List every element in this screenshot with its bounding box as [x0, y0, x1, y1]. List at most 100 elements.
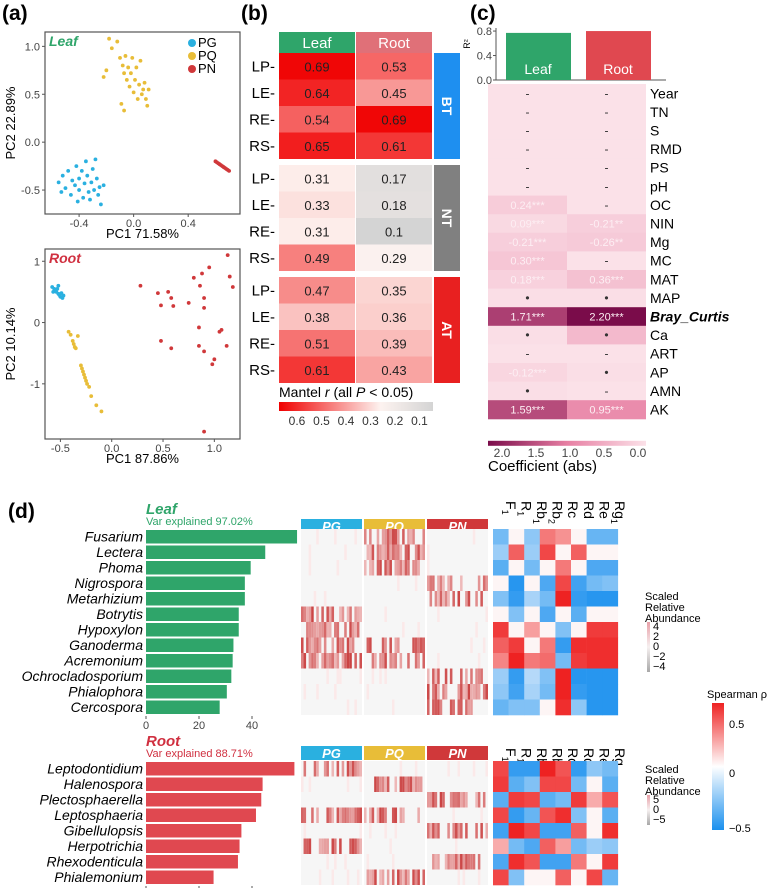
- correlation-cell: [586, 776, 603, 793]
- heatmap-cell: [567, 400, 646, 420]
- abundance-stripe: [470, 854, 473, 870]
- abundance-stripe: [394, 653, 398, 669]
- abundance-legend-tick: 4: [653, 621, 659, 633]
- cell-label: 0.30***: [510, 256, 545, 268]
- abundance-stripe: [389, 838, 392, 854]
- legend-tick: 0.6: [289, 414, 306, 428]
- correlation-cell: [602, 869, 619, 886]
- abundance-stripe: [437, 854, 440, 870]
- abundance-stripe: [308, 637, 312, 653]
- heatmap-cell: [356, 244, 432, 271]
- abundance-stripe: [407, 653, 410, 669]
- correlation-cell: [602, 854, 619, 870]
- abundance-stripe: [356, 761, 360, 777]
- abundance-stripe: [349, 637, 352, 653]
- point-pn: [212, 357, 217, 362]
- abundance-stripe: [397, 529, 400, 545]
- column-label-base: F: [503, 501, 519, 510]
- heatmap-cell: [279, 191, 355, 218]
- point-pg: [61, 293, 66, 298]
- abundance-stripe: [359, 668, 362, 684]
- abundance-stripe: [417, 869, 420, 885]
- heatmap-cell: [567, 270, 646, 290]
- abundance-stripe: [323, 622, 327, 638]
- y-tick-label: -1: [30, 379, 40, 391]
- heatmap-cell: [488, 270, 567, 290]
- abundance-stripe: [412, 776, 415, 792]
- abundance-stripe: [326, 854, 329, 870]
- abundance-stripe: [449, 854, 453, 870]
- row-label: MAP: [650, 290, 680, 306]
- abundance-stripe: [301, 653, 304, 669]
- row-label: RMD: [650, 141, 682, 157]
- x-tick-label: 20: [193, 720, 205, 732]
- point-pg: [90, 167, 95, 171]
- group-bar-at: [434, 277, 460, 383]
- spearman-legend-title: Spearman ρ: [707, 689, 767, 701]
- heatmap-cell: [567, 307, 646, 327]
- abundance-stripe: [460, 854, 463, 870]
- cell-label: -: [605, 198, 609, 212]
- abundance-stripe: [434, 792, 438, 808]
- abundance-stripe: [389, 544, 392, 560]
- correlation-cell: [493, 807, 509, 824]
- importance-bar: [146, 777, 263, 791]
- heatmap-cell: [279, 244, 355, 271]
- correlation-cell: [493, 668, 509, 685]
- cell-value: 0.53: [381, 59, 406, 74]
- column-label-base: Rd: [581, 501, 597, 519]
- correlation-cell: [602, 838, 619, 855]
- legend-tick: 0.1: [411, 414, 428, 428]
- correlation-cell: [524, 668, 541, 685]
- abundance-stripe: [331, 807, 335, 823]
- heatmap-cell: [279, 303, 355, 330]
- abundance-stripe: [334, 622, 337, 638]
- abundance-stripe: [366, 544, 370, 560]
- correlation-cell: [571, 838, 587, 855]
- abundance-stripe: [308, 544, 312, 560]
- abundance-stripe: [394, 776, 398, 792]
- heatmap-cell: [488, 400, 567, 420]
- correlation-cell: [493, 575, 509, 592]
- correlation-cell: [571, 684, 587, 700]
- plot-title: Leaf: [49, 33, 79, 49]
- cell-value: 0.1: [385, 224, 403, 239]
- row-label: RE-: [249, 335, 275, 352]
- abundance-bg: [427, 544, 488, 560]
- abundance-stripe: [381, 529, 385, 545]
- abundance-stripe: [356, 869, 360, 885]
- cell-label: -: [605, 384, 609, 398]
- importance-bar: [146, 592, 245, 606]
- abundance-bg: [301, 668, 362, 684]
- abundance-stripe: [306, 622, 309, 638]
- heatmap-cell: [279, 132, 355, 159]
- heatmap-cell: [488, 177, 567, 197]
- abundance-stripe: [447, 854, 450, 870]
- abundance-stripe: [336, 807, 340, 823]
- heatmap-cell: [567, 363, 646, 383]
- legend-colorbar: [488, 440, 646, 446]
- legend-title: Mantel r (all P < 0.05): [279, 384, 413, 400]
- abundance-stripe: [346, 761, 350, 777]
- abundance-stripe: [397, 560, 400, 576]
- correlation-cell: [602, 668, 619, 685]
- cell-value: 0.18: [381, 198, 406, 213]
- row-label: LE-: [252, 85, 275, 102]
- abundance-stripe: [457, 684, 461, 700]
- point-pg: [89, 180, 94, 185]
- correlation-cell: [508, 869, 525, 886]
- point-pg: [101, 183, 106, 188]
- correlation-cell: [586, 544, 603, 561]
- abundance-stripe: [351, 807, 355, 823]
- heatmap-cell: [488, 288, 567, 308]
- abundance-stripe: [462, 854, 466, 870]
- point-pq: [109, 46, 114, 51]
- abundance-stripe: [404, 544, 408, 560]
- correlation-cell: [555, 544, 572, 561]
- abundance-stripe: [475, 792, 478, 808]
- point-pg: [63, 186, 68, 191]
- point-pg: [79, 168, 84, 173]
- abundance-stripe: [349, 622, 352, 638]
- row-label: pH: [650, 178, 668, 194]
- abundance-stripe: [376, 560, 380, 576]
